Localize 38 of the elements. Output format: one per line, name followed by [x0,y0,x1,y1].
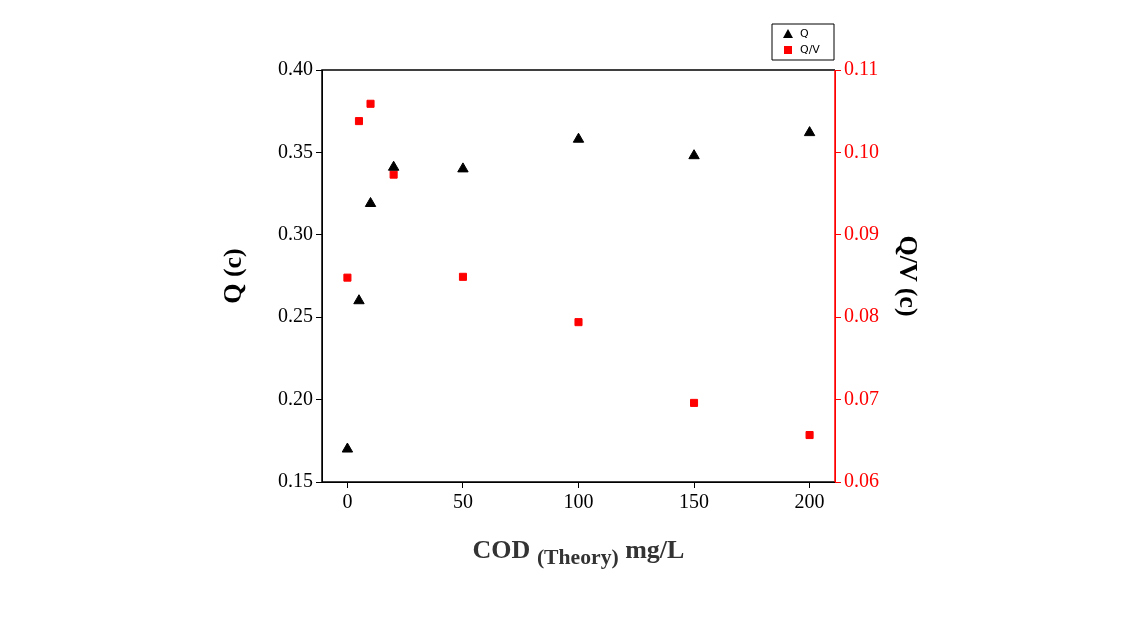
x-tick-label: 0 [342,490,353,513]
y2-tick-label: 0.09 [844,222,879,245]
y2-tick-label: 0.08 [844,304,879,327]
point [343,273,352,282]
y-axis-title: Q (c) [218,248,248,304]
point [387,160,400,171]
point [353,294,365,305]
x-tick-label: 50 [452,490,473,513]
y2-axis-title: Q/V (c) [893,235,923,317]
y-tick-label: 0.35 [278,139,313,162]
point [574,318,583,327]
legend-label: Q/V [800,42,821,56]
y-tick-label: 0.15 [278,469,313,492]
y-tick-label: 0.25 [278,304,313,327]
y2-tick-label: 0.11 [844,57,879,80]
legend-label: Q [800,26,809,40]
point [805,431,814,440]
point [457,162,469,173]
y-tick-label: 0.20 [278,386,313,409]
point [458,272,467,281]
y-tick-label: 0.30 [278,222,313,245]
x-tick-label: 100 [563,490,594,513]
x-tick-label: 150 [679,490,710,513]
x-tick-label: 200 [794,490,825,513]
y2-tick-label: 0.07 [844,386,879,409]
point [803,126,816,137]
x-axis-title: COD $_{(Theory)}$ mg/L [471,535,686,571]
point [364,196,377,207]
point [690,398,699,407]
point [366,99,375,108]
y-tick-label: 0.40 [278,57,313,80]
y2-tick-label: 0.10 [844,139,879,162]
point [572,132,585,143]
y2-tick-label: 0.06 [844,469,879,492]
point [341,442,354,453]
point [688,149,700,160]
point [354,117,364,126]
point [389,170,398,179]
